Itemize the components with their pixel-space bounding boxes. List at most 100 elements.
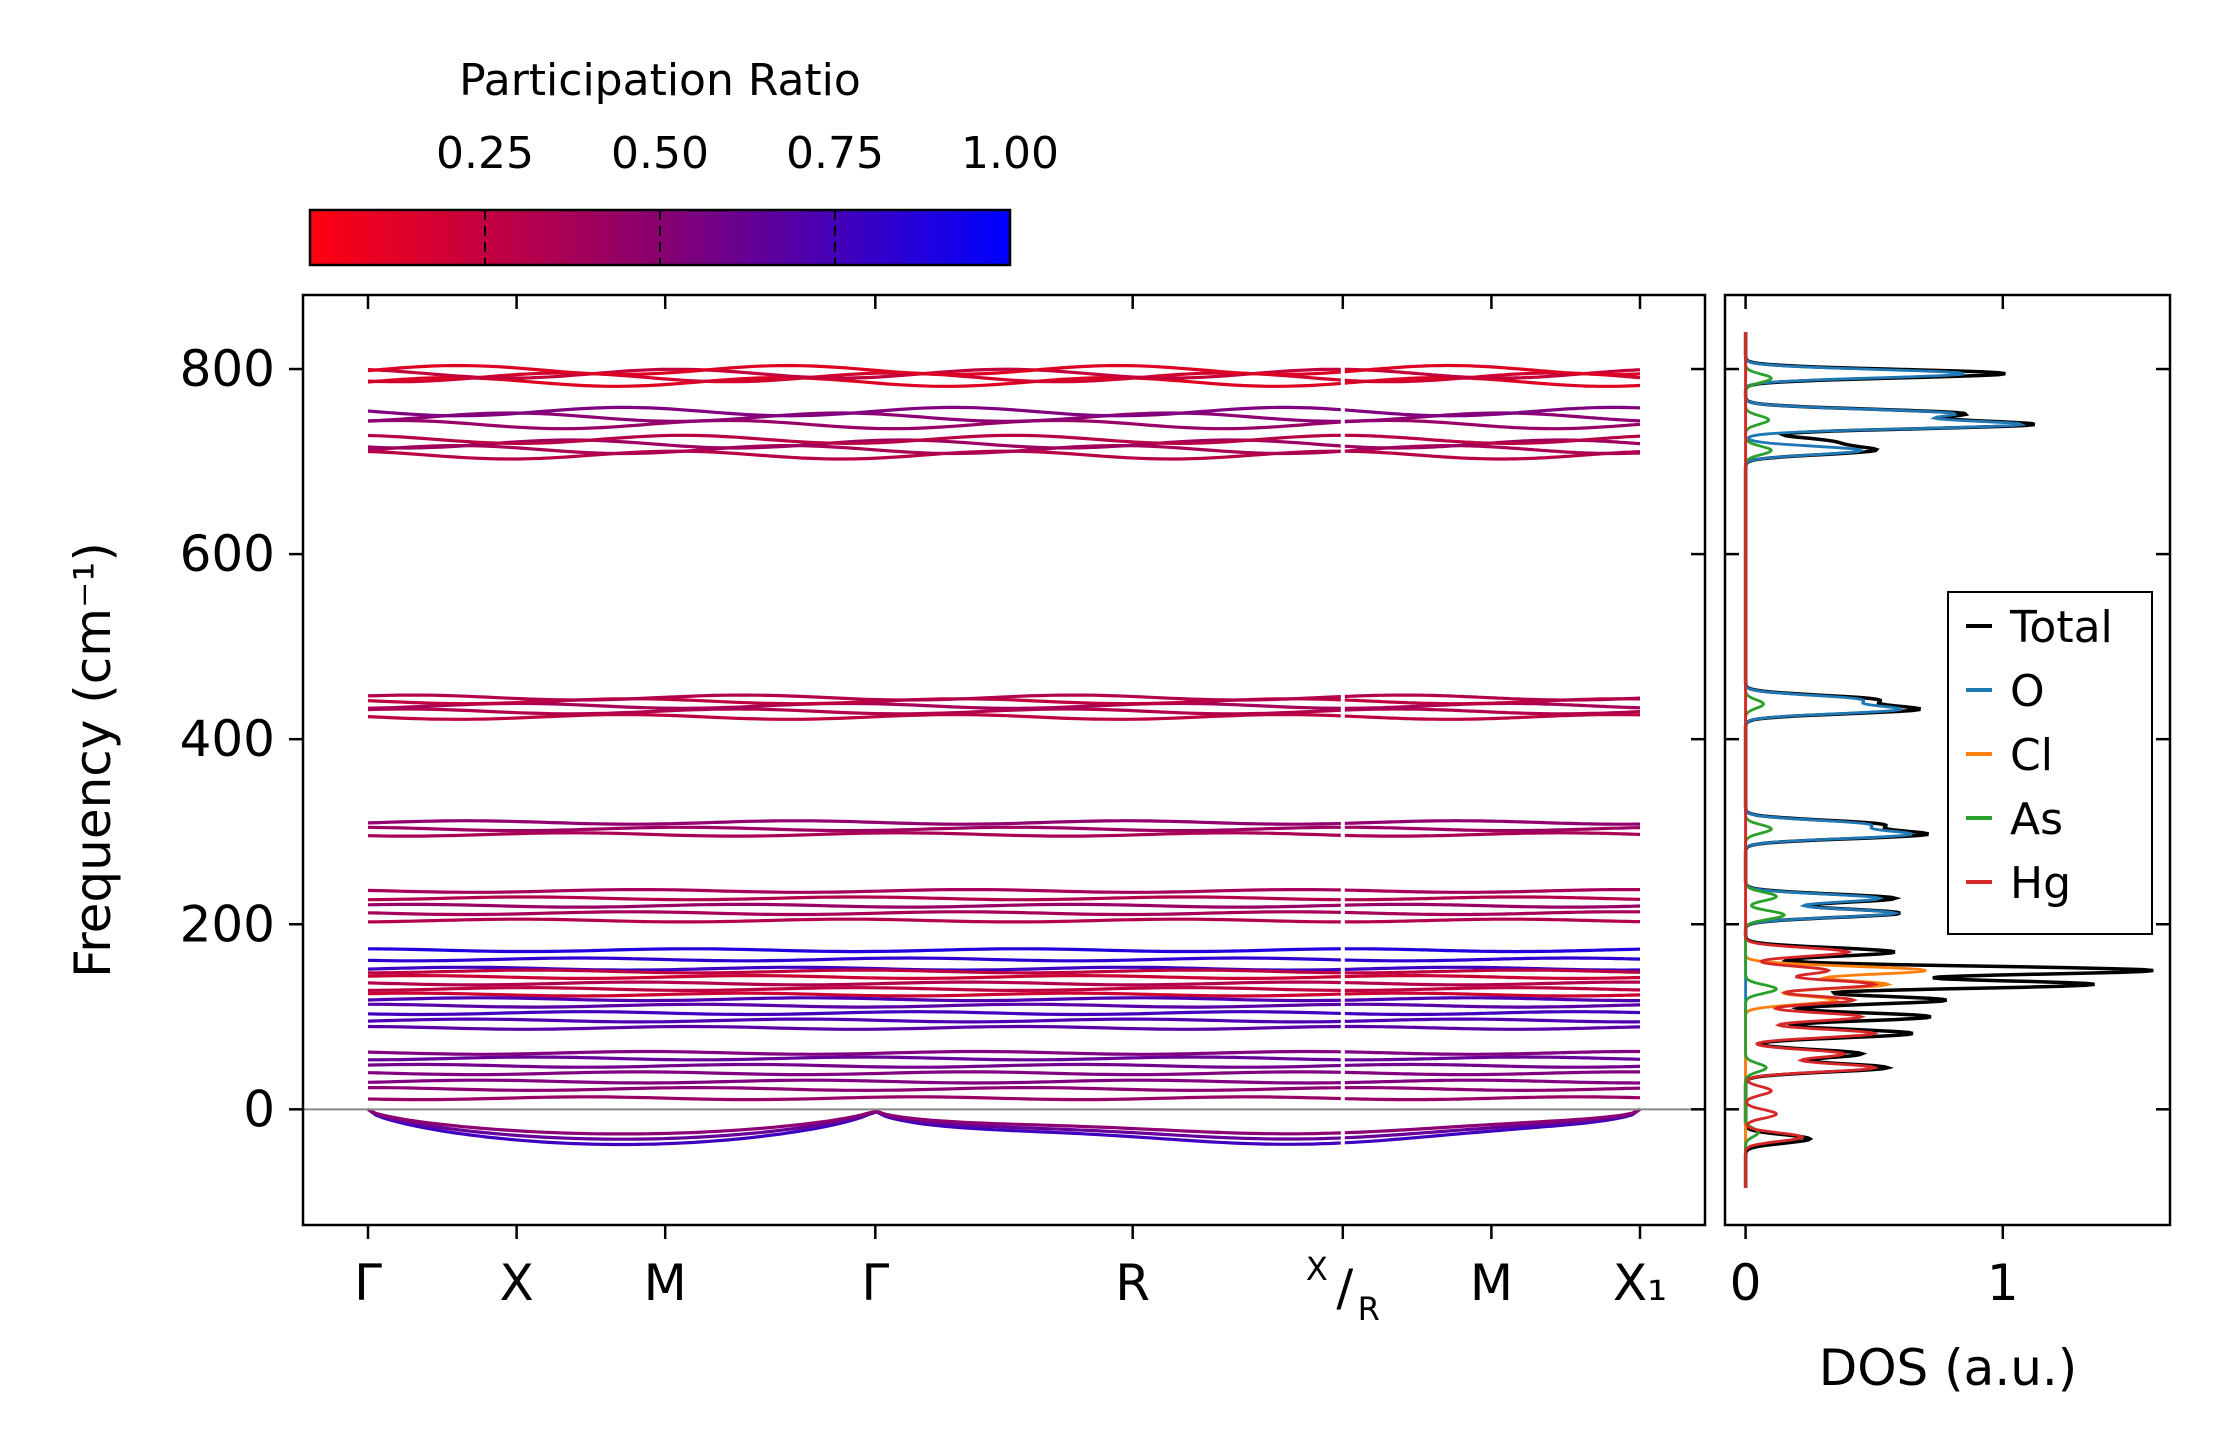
legend-label: As (2010, 794, 2063, 845)
acoustic-band-line (367, 1107, 1641, 1141)
band-line (367, 697, 1343, 706)
band-line (367, 693, 1343, 702)
dos-legend: Total O Cl As Hg (1947, 591, 2153, 935)
dos-y-ticks (1725, 367, 2170, 1111)
band-line (1342, 947, 1640, 954)
colorbar-tick-label: 1.00 (961, 128, 1059, 179)
dos-x-tick-label: 0 (1730, 1254, 1762, 1312)
legend-item: O (1966, 666, 2045, 717)
x-tick-label-break: X / R (1306, 1250, 1380, 1328)
acoustic-band-line (367, 1107, 1641, 1136)
band-line (367, 1049, 1343, 1056)
band-line (1342, 1010, 1641, 1017)
colorbar: Participation Ratio 0.25 0.50 0.75 1.00 (308, 55, 1059, 267)
band-line (368, 1055, 1343, 1062)
dos-x-tick-label: 1 (1987, 1254, 2019, 1312)
band-line (367, 1024, 1343, 1031)
band-line (367, 1017, 1343, 1024)
band-line (1342, 980, 1640, 987)
band-line (367, 367, 1343, 380)
x-axis-title-dos: DOS (a.u.) (1819, 1339, 2078, 1397)
x-tick-label: M (1470, 1254, 1513, 1312)
band-line (368, 968, 1343, 975)
band-line (1342, 405, 1641, 418)
band-line (1342, 1078, 1640, 1085)
y-tick-label: 600 (180, 525, 275, 583)
band-line (1342, 974, 1641, 980)
band-line (367, 438, 1343, 450)
band-line (367, 375, 1343, 388)
x-tick-label-slash: / (1336, 1259, 1353, 1317)
band-line (1342, 819, 1640, 826)
band-line (367, 947, 1343, 954)
band-line (367, 974, 1343, 980)
legend-item: Total (1966, 602, 2113, 653)
x-tick-label: Γ (354, 1254, 382, 1312)
legend-label: O (2010, 666, 2045, 717)
band-line (367, 433, 1343, 446)
band-line (367, 910, 1343, 917)
band-line (1342, 910, 1640, 917)
band-line (367, 980, 1343, 987)
band-line (1342, 1017, 1641, 1024)
band-line (1342, 693, 1641, 702)
band-line (367, 418, 1343, 431)
legend-label: Total (2009, 602, 2113, 653)
band-line (367, 991, 1343, 998)
band-line (368, 1086, 1343, 1093)
legend-item: Cl (1966, 730, 2053, 781)
band-line (367, 1070, 1343, 1077)
y-tick-label: 200 (180, 895, 275, 953)
x-tick-label: R (1115, 1254, 1150, 1312)
band-line (1342, 825, 1641, 833)
band-line (1342, 1062, 1641, 1069)
band-lines (367, 295, 1641, 1225)
legend-item: As (1966, 794, 2063, 845)
band-line (367, 996, 1343, 1003)
band-line (1342, 1095, 1640, 1102)
band-axes-frame (301, 293, 1707, 1227)
colorbar-tick-label: 0.50 (611, 128, 709, 179)
band-line (367, 712, 1343, 721)
x-tick-label: X₁ (1613, 1254, 1667, 1312)
dos-curve-cl (1744, 332, 1927, 1188)
band-line (367, 985, 1343, 992)
dos-curve-hg (1744, 332, 1880, 1188)
band-line (367, 707, 1343, 716)
band-x-axis: Γ X M Γ R X / R M X₁ (354, 295, 1667, 1328)
band-line (367, 1095, 1343, 1102)
band-line (367, 444, 1343, 456)
legend-frame (1947, 591, 2153, 935)
x-tick-label: M (644, 1254, 687, 1312)
band-line (1342, 956, 1641, 963)
band-line (1342, 707, 1641, 716)
band-line (1342, 363, 1641, 376)
band-line (367, 965, 1343, 972)
band-line (1342, 895, 1640, 902)
band-line (367, 1062, 1343, 1069)
band-line (367, 371, 1343, 384)
dos-curves (1743, 332, 2154, 1188)
y-tick-label: 800 (180, 340, 275, 398)
y-tick-label: 400 (180, 710, 275, 768)
band-line (367, 1010, 1343, 1017)
y-tick-label: 0 (243, 1080, 275, 1138)
y-axis-title: Frequency (cm⁻¹) (64, 542, 122, 978)
colorbar-tick-label: 0.25 (436, 128, 534, 179)
band-line (1342, 1086, 1641, 1092)
band-line (367, 1078, 1343, 1085)
legend-label: Cl (2010, 730, 2053, 781)
band-y-axis: 0 200 400 600 800 (180, 340, 1705, 1138)
acoustic-band-line (367, 1107, 1641, 1147)
band-line (1342, 986, 1641, 992)
band-line (1342, 418, 1641, 431)
band-line (1342, 888, 1640, 894)
band-line (367, 825, 1343, 833)
legend-item: Hg (1966, 858, 2071, 909)
band-line (367, 819, 1343, 826)
band-line (1342, 1055, 1641, 1062)
band-line (367, 888, 1343, 894)
band-line (367, 895, 1343, 902)
